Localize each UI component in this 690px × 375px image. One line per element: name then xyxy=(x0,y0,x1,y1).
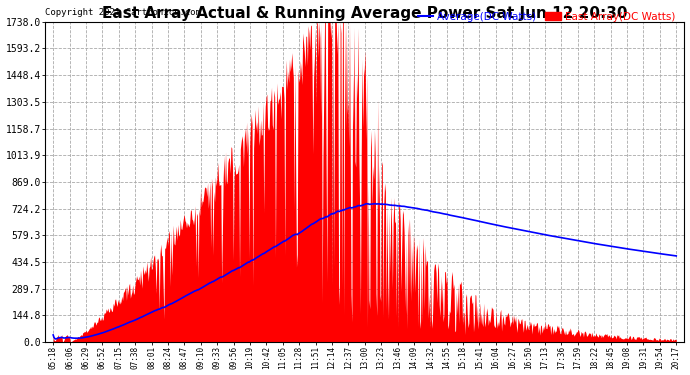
Legend: Average(DC Watts), East Array(DC Watts): Average(DC Watts), East Array(DC Watts) xyxy=(413,8,679,26)
Title: East Array Actual & Running Average Power Sat Jun 12 20:30: East Array Actual & Running Average Powe… xyxy=(102,6,627,21)
Text: Copyright 2021 Cartronics.com: Copyright 2021 Cartronics.com xyxy=(45,8,201,17)
